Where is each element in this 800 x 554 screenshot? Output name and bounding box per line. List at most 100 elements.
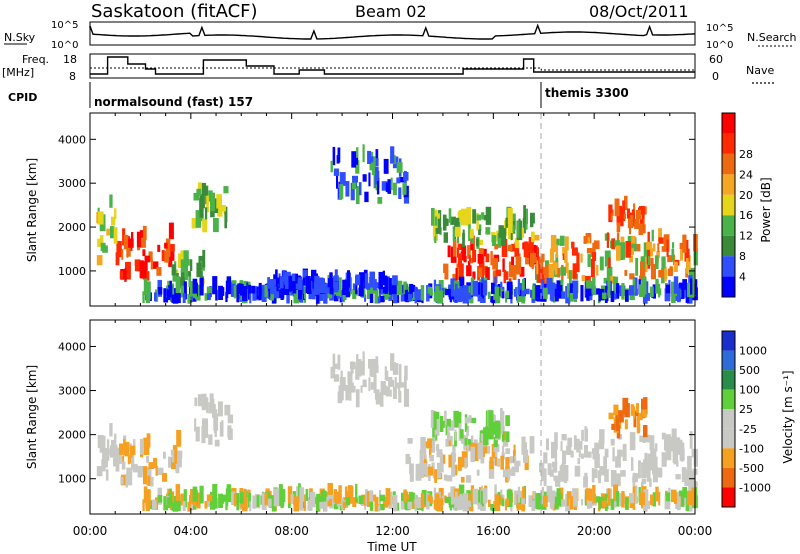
heatmap-cell xyxy=(215,497,218,509)
heatmap-cell xyxy=(342,293,347,300)
y-tick-label: 2000 xyxy=(58,429,86,442)
heatmap-cell xyxy=(615,456,621,468)
heatmap-cell xyxy=(123,234,129,250)
heatmap-cell xyxy=(459,429,464,439)
colorbar-tick-label: 24 xyxy=(739,168,753,181)
heatmap-cell xyxy=(97,211,104,225)
heatmap-cell xyxy=(421,490,427,505)
heatmap-cell xyxy=(650,257,654,266)
heatmap-cell xyxy=(652,243,656,252)
heatmap-cell xyxy=(183,489,187,508)
heatmap-cell xyxy=(201,182,207,196)
heatmap-cell xyxy=(463,255,467,263)
heatmap-cell xyxy=(672,242,675,249)
heatmap-cell xyxy=(175,293,181,304)
heatmap-cell xyxy=(466,207,472,225)
heatmap-cell xyxy=(387,276,390,291)
heatmap-cell xyxy=(321,490,327,502)
heatmap-cell xyxy=(478,267,483,278)
heatmap-cell xyxy=(657,243,660,253)
heatmap-cell xyxy=(645,500,650,509)
heatmap-cell xyxy=(477,442,484,460)
heatmap-cell xyxy=(476,282,483,297)
heatmap-cell xyxy=(364,294,367,302)
heatmap-cell xyxy=(593,494,597,502)
heatmap-cell xyxy=(685,500,690,511)
heatmap-cell xyxy=(358,495,364,505)
heatmap-cell xyxy=(435,493,440,511)
heatmap-cell xyxy=(327,494,334,501)
heatmap-cell xyxy=(216,194,222,209)
heatmap-cell xyxy=(189,259,193,271)
heatmap-cell xyxy=(270,288,274,301)
heatmap-cell xyxy=(355,160,360,174)
y-tick-label: 1000 xyxy=(58,473,86,486)
heatmap-cell xyxy=(147,500,151,508)
heatmap-cell xyxy=(339,296,343,303)
heatmap-cell xyxy=(529,436,535,454)
heatmap-cell xyxy=(505,290,509,299)
heatmap-cell xyxy=(140,238,146,248)
heatmap-cell xyxy=(246,284,252,300)
heatmap-cell xyxy=(371,161,376,176)
heatmap-cell xyxy=(655,278,659,294)
heatmap-cell xyxy=(398,364,402,383)
heatmap-cell xyxy=(448,420,455,431)
heatmap-cell xyxy=(650,448,656,457)
heatmap-cell xyxy=(591,468,595,483)
heatmap-cell xyxy=(544,264,551,282)
heatmap-cell xyxy=(546,485,553,503)
heatmap-cell xyxy=(548,264,555,279)
heatmap-cell xyxy=(495,457,498,466)
heatmap-cell xyxy=(258,282,262,301)
heatmap-cell xyxy=(639,492,645,505)
heatmap-cell xyxy=(550,248,554,263)
x-tick-label: 12:00 xyxy=(375,524,410,538)
heatmap-cell xyxy=(218,401,223,417)
heatmap-cell xyxy=(509,456,516,464)
heatmap-cell xyxy=(204,501,208,509)
heatmap-cell xyxy=(156,267,162,276)
heatmap-cell xyxy=(139,260,144,279)
heatmap-cell xyxy=(362,174,367,182)
heatmap-cell xyxy=(170,244,175,261)
heatmap-cell xyxy=(423,463,426,475)
colorbar-frame xyxy=(721,112,736,298)
heatmap-cell xyxy=(318,501,324,509)
heatmap-cell xyxy=(506,489,513,508)
heatmap-cell xyxy=(514,241,519,247)
heatmap-cell xyxy=(233,493,237,507)
heatmap-cell xyxy=(602,500,607,507)
colorbar-segment xyxy=(722,235,735,257)
heatmap-cell xyxy=(553,475,559,482)
heatmap-cell xyxy=(532,285,535,299)
heatmap-cell xyxy=(679,282,685,299)
heatmap-cell xyxy=(661,246,667,252)
heatmap-cell xyxy=(369,497,374,511)
heatmap-cell xyxy=(610,240,613,249)
heatmap-cell xyxy=(468,255,471,263)
heatmap-cell xyxy=(340,370,343,379)
heatmap-cell xyxy=(649,435,655,451)
heatmap-cell xyxy=(691,448,695,458)
time-x-axis: 00:00 04:00 08:00 12:00 16:00 20:00 00:00 xyxy=(73,113,712,538)
heatmap-cell xyxy=(454,217,460,230)
heatmap-cell xyxy=(342,279,348,293)
noise-right-tick-top: 10^5 xyxy=(706,23,733,34)
heatmap-cell xyxy=(461,208,467,226)
heatmap-cell xyxy=(479,224,482,231)
heatmap-cell xyxy=(581,275,586,282)
heatmap-cell xyxy=(148,462,155,469)
heatmap-cell xyxy=(143,261,148,279)
heatmap-cell xyxy=(673,448,678,465)
heatmap-cell xyxy=(485,206,492,225)
heatmap-cell xyxy=(427,286,432,294)
cpid-mode-2: themis 3300 xyxy=(545,86,629,100)
heatmap-cell xyxy=(279,276,284,289)
heatmap-cell xyxy=(646,466,651,482)
heatmap-cell xyxy=(566,491,572,506)
heatmap-cell xyxy=(121,249,124,260)
heatmap-cell xyxy=(143,269,147,281)
heatmap-cell xyxy=(581,499,584,506)
